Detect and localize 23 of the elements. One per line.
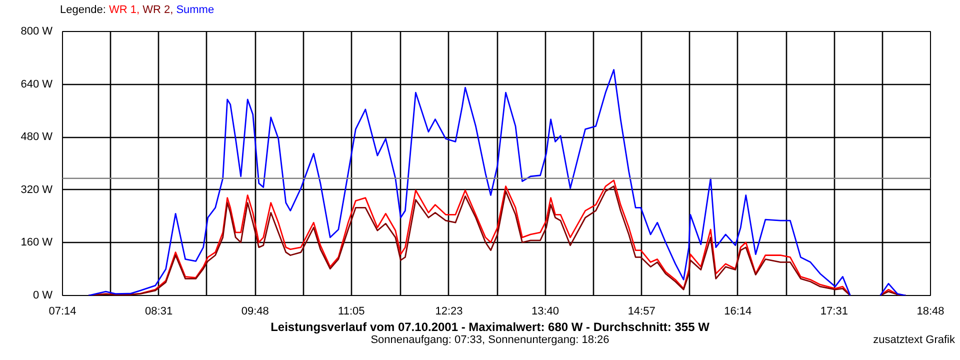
y-tick-label: 320 W xyxy=(20,184,54,196)
x-tick-label: 09:48 xyxy=(241,306,269,318)
x-tick-label: 17:31 xyxy=(820,306,848,318)
x-tick-label: 07:14 xyxy=(48,306,76,318)
x-tick-label: 13:40 xyxy=(532,306,560,318)
text: Leistungsverlauf vom 07.10.2001 - Maximalwert: 680 W - Durchschnitt: 355 W xyxy=(270,320,710,334)
text: WR 1, xyxy=(108,4,140,16)
text: Summe xyxy=(176,4,214,16)
text: WR 2, xyxy=(142,4,174,16)
text: Sonnenaufgang: 07:33, Sonnenuntergang: 18:26 xyxy=(370,334,610,346)
y-tick-label: 160 W xyxy=(20,236,54,249)
x-tick-label: 18:48 xyxy=(916,306,944,318)
x-tick-label: 11:05 xyxy=(338,306,365,318)
y-tick-label: 480 W xyxy=(20,131,54,144)
x-tick-label: 16:14 xyxy=(724,306,752,318)
legend-title: Legende: xyxy=(60,4,107,16)
x-tick-label: 14:57 xyxy=(628,306,656,318)
y-tick-label: 0 W xyxy=(32,290,54,302)
x-tick-label: 12:23 xyxy=(435,306,463,318)
y-tick-label: 640 W xyxy=(20,78,54,90)
text: zusatztext Grafik xyxy=(873,334,955,347)
x-tick-label: 08:31 xyxy=(145,306,173,318)
y-tick-label: 800 W xyxy=(20,26,54,38)
